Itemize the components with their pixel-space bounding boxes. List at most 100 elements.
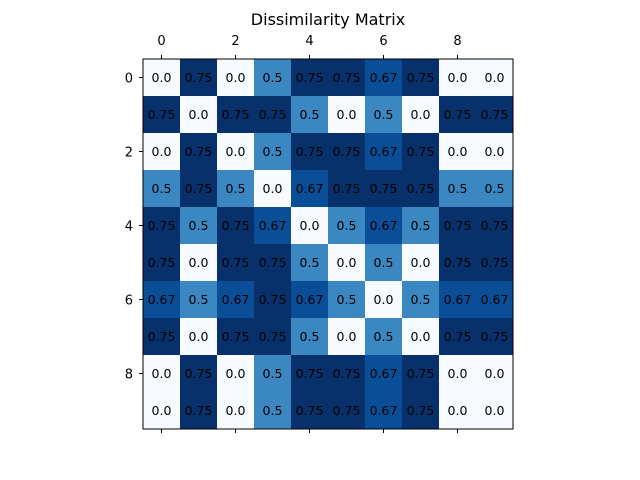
- cell-label-r3-c7: 0.75: [407, 181, 435, 196]
- heatmap-cell-r2-c6: [365, 133, 403, 171]
- heatmap-cell-r6-c9: [476, 281, 514, 319]
- cell-label-r7-c1: 0.0: [189, 329, 209, 344]
- cell-label-r3-c3: 0.0: [263, 181, 283, 196]
- heatmap-cell-r2-c0: [143, 133, 181, 171]
- cell-label-r9-c0: 0.0: [152, 403, 172, 418]
- x-tick-label-0: 0: [157, 34, 165, 49]
- cell-label-r1-c0: 0.75: [148, 107, 176, 122]
- cell-label-r4-c6: 0.67: [370, 218, 398, 233]
- y-tick-label-2: 2: [125, 146, 133, 161]
- heatmap-cell-r5-c0: [143, 244, 181, 282]
- heatmap-cell-r4-c5: [328, 207, 366, 245]
- heatmap-cell-r3-c6: [365, 170, 403, 208]
- cell-label-r2-c1: 0.75: [185, 144, 213, 159]
- heatmap-cell-r6-c1: [180, 281, 218, 319]
- heatmap-cell-r6-c5: [328, 281, 366, 319]
- cell-label-r4-c7: 0.5: [411, 218, 431, 233]
- heatmap-cell-r8-c3: [254, 355, 292, 393]
- cell-label-r3-c8: 0.5: [448, 181, 468, 196]
- heatmap-cell-r8-c8: [439, 355, 477, 393]
- cell-label-r4-c3: 0.67: [259, 218, 287, 233]
- cell-label-r8-c5: 0.75: [333, 366, 361, 381]
- y-axis-left: 0 2 4 6 8: [125, 72, 143, 383]
- cell-label-r1-c4: 0.5: [300, 107, 320, 122]
- heatmap-cells: [143, 59, 514, 430]
- cell-label-r9-c6: 0.67: [370, 403, 398, 418]
- cell-label-r7-c7: 0.0: [411, 329, 431, 344]
- cell-label-r6-c5: 0.5: [337, 292, 357, 307]
- heatmap-cell-r5-c4: [291, 244, 329, 282]
- cell-label-r8-c4: 0.75: [296, 366, 324, 381]
- cell-label-r5-c9: 0.75: [481, 255, 509, 270]
- heatmap-cell-r9-c3: [254, 392, 292, 430]
- cell-label-r9-c2: 0.0: [226, 403, 246, 418]
- heatmap-cell-r4-c4: [291, 207, 329, 245]
- heatmap-cell-r7-c3: [254, 318, 292, 356]
- heatmap-cell-r7-c1: [180, 318, 218, 356]
- cell-label-r6-c6: 0.0: [374, 292, 394, 307]
- cell-label-r4-c0: 0.75: [148, 218, 176, 233]
- heatmap-cell-r6-c2: [217, 281, 255, 319]
- heatmap-cell-r5-c9: [476, 244, 514, 282]
- heatmap-cell-r0-c0: [143, 59, 181, 97]
- heatmap-cell-r4-c0: [143, 207, 181, 245]
- heatmap-cell-r6-c8: [439, 281, 477, 319]
- cell-label-r8-c6: 0.67: [370, 366, 398, 381]
- cell-label-r0-c3: 0.5: [263, 70, 283, 85]
- heatmap-cell-r1-c7: [402, 96, 440, 134]
- cell-label-r7-c4: 0.5: [300, 329, 320, 344]
- heatmap-cell-r4-c8: [439, 207, 477, 245]
- cell-label-r9-c1: 0.75: [185, 403, 213, 418]
- cell-label-r6-c4: 0.67: [296, 292, 324, 307]
- cell-label-r8-c8: 0.0: [448, 366, 468, 381]
- cell-label-r9-c4: 0.75: [296, 403, 324, 418]
- cell-label-r6-c9: 0.67: [481, 292, 509, 307]
- heatmap-cell-r6-c6: [365, 281, 403, 319]
- cell-label-r0-c6: 0.67: [370, 70, 398, 85]
- cell-label-r6-c1: 0.5: [189, 292, 209, 307]
- cell-label-r4-c9: 0.75: [481, 218, 509, 233]
- heatmap-cell-r3-c0: [143, 170, 181, 208]
- cell-label-r5-c5: 0.0: [337, 255, 357, 270]
- cell-label-r7-c8: 0.75: [444, 329, 472, 344]
- x-axis-bottom-ticks: [161, 429, 458, 433]
- heatmap-cell-r0-c4: [291, 59, 329, 97]
- heatmap-cell-r3-c8: [439, 170, 477, 208]
- heatmap-cell-r3-c1: [180, 170, 218, 208]
- heatmap-cell-r6-c7: [402, 281, 440, 319]
- cell-label-r8-c9: 0.0: [485, 366, 505, 381]
- heatmap-cell-r7-c0: [143, 318, 181, 356]
- heatmap-cell-r3-c5: [328, 170, 366, 208]
- heatmap-cell-r6-c3: [254, 281, 292, 319]
- heatmap-cell-r0-c2: [217, 59, 255, 97]
- heatmap-cell-r4-c9: [476, 207, 514, 245]
- cell-label-r1-c6: 0.5: [374, 107, 394, 122]
- y-tick-label-6: 6: [125, 294, 133, 309]
- heatmap-cell-r8-c0: [143, 355, 181, 393]
- cell-label-r0-c9: 0.0: [485, 70, 505, 85]
- cell-label-r2-c5: 0.75: [333, 144, 361, 159]
- heatmap-cell-r7-c2: [217, 318, 255, 356]
- heatmap-cell-r9-c9: [476, 392, 514, 430]
- heatmap-cell-r7-c8: [439, 318, 477, 356]
- cell-label-r9-c8: 0.0: [448, 403, 468, 418]
- cell-label-r5-c4: 0.5: [300, 255, 320, 270]
- heatmap-cell-r1-c2: [217, 96, 255, 134]
- cell-label-r1-c3: 0.75: [259, 107, 287, 122]
- heatmap-cell-r3-c2: [217, 170, 255, 208]
- heatmap-cell-r1-c1: [180, 96, 218, 134]
- heatmap-cell-r0-c9: [476, 59, 514, 97]
- cell-label-r6-c2: 0.67: [222, 292, 250, 307]
- heatmap-cell-r5-c8: [439, 244, 477, 282]
- heatmap-cell-r6-c4: [291, 281, 329, 319]
- chart-title: Dissimilarity Matrix: [251, 10, 405, 29]
- heatmap-cell-r8-c2: [217, 355, 255, 393]
- heatmap-cell-r7-c6: [365, 318, 403, 356]
- cell-label-r7-c6: 0.5: [374, 329, 394, 344]
- heatmap-cell-r1-c6: [365, 96, 403, 134]
- x-tick-label-2: 2: [231, 34, 239, 49]
- heatmap-cell-r4-c3: [254, 207, 292, 245]
- heatmap-cell-r0-c6: [365, 59, 403, 97]
- heatmap-cell-r0-c8: [439, 59, 477, 97]
- heatmap-cell-r9-c4: [291, 392, 329, 430]
